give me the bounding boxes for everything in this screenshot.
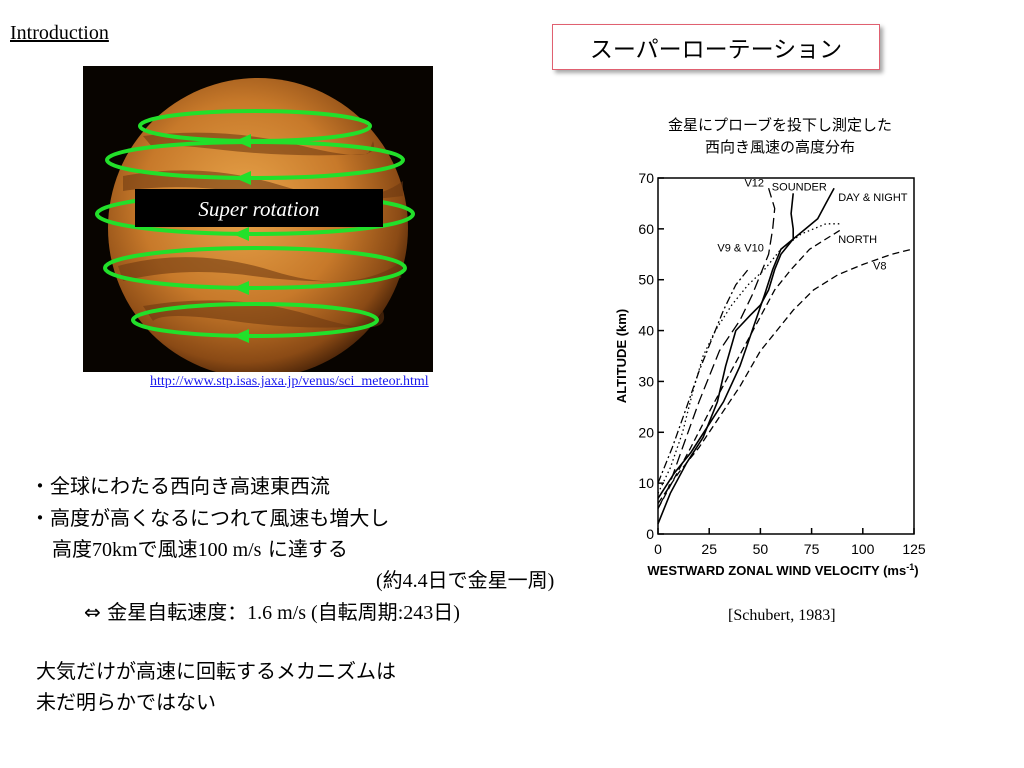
x-tick-label: 0 xyxy=(654,541,662,557)
wind-velocity-chart: 0 10 20 30 40 50 60 70 0 25 50 75 100 125 V12 SOUNDER… xyxy=(614,170,926,578)
y-axis-label: ALTITUDE (km) xyxy=(614,309,629,403)
text-span: に達する xyxy=(261,537,348,561)
slide-title: スーパーローテーション xyxy=(589,37,843,63)
y-tick-label: 30 xyxy=(638,373,654,389)
text-span: で風速 xyxy=(137,537,198,561)
y-axis: 0 10 20 30 40 50 60 70 xyxy=(638,170,664,542)
series-line-v8 xyxy=(657,248,913,504)
series-label: DAY & NIGHT xyxy=(838,192,908,204)
text-span: ：1.6 m/s ( xyxy=(227,602,318,624)
x-tick-label: 25 xyxy=(701,541,717,557)
venus-illustration: Super rotation xyxy=(95,78,415,372)
text-span: ⇔ 金星自転速度 xyxy=(84,600,228,624)
text-span: 100 m/s xyxy=(197,539,262,561)
text-span: 日で金星一周 xyxy=(427,568,548,592)
y-tick-label: 50 xyxy=(638,272,654,288)
text-span: :243 xyxy=(397,602,434,624)
bullet-global-flow: ・全球にわたる西向き高速東西流 xyxy=(30,474,330,498)
y-tick-label: 0 xyxy=(646,526,654,542)
series-line-day-night xyxy=(657,187,835,499)
series-label: SOUNDER xyxy=(772,182,827,194)
x-tick-label: 100 xyxy=(851,541,875,557)
text-span: 70km xyxy=(92,539,138,561)
venus-image: Super rotation xyxy=(83,66,433,372)
x-axis: 0 25 50 75 100 125 xyxy=(654,528,926,557)
bullet-orbit-days: (約4.4日で金星一周) xyxy=(376,564,554,593)
series-label: V12 xyxy=(744,178,764,190)
series-label: V8 xyxy=(873,261,886,273)
series-line-unlabeled xyxy=(657,269,749,484)
y-tick-label: 10 xyxy=(638,475,654,491)
series-label: V9 & V10 xyxy=(717,243,763,255)
x-axis-label-main: WESTWARD ZONAL WIND VELOCITY (ms xyxy=(647,563,906,578)
x-axis-label-end: ) xyxy=(914,563,918,578)
series-label: NORTH xyxy=(838,234,877,246)
y-tick-label: 40 xyxy=(638,323,654,339)
series-line-north xyxy=(657,228,843,509)
plot-frame xyxy=(657,177,915,535)
x-tick-label: 125 xyxy=(902,541,926,557)
series-line-v12 xyxy=(657,188,776,509)
chart-caption-line: 金星にプローブを投下し測定した xyxy=(667,116,893,134)
text-span: ) xyxy=(547,570,555,592)
text-span: ) xyxy=(453,602,460,624)
text-span: 日 xyxy=(433,600,454,624)
text-span: (約 xyxy=(376,570,403,592)
super-rotation-label: Super rotation xyxy=(198,197,319,221)
chart-caption: 金星にプローブを投下し測定した 西向き風速の高度分布 xyxy=(610,114,950,158)
y-tick-label: 70 xyxy=(638,170,654,186)
text-span: 高度 xyxy=(52,537,92,561)
bullet-wind-increase: ・高度が高くなるにつれて風速も増大し xyxy=(30,506,390,530)
citation: [Schubert, 1983] xyxy=(728,607,836,624)
y-tick-label: 20 xyxy=(638,424,654,440)
chart-caption-line: 西向き風速の高度分布 xyxy=(704,138,855,156)
conclusion-line-1: 大気だけが高速に回転するメカニズムは xyxy=(36,659,396,683)
x-axis-label: WESTWARD ZONAL WIND VELOCITY (ms-1) xyxy=(647,562,918,578)
x-tick-label: 75 xyxy=(804,541,820,557)
conclusion-line-2: 未だ明らかではない xyxy=(36,690,216,714)
slide-title-box: スーパーローテーション xyxy=(552,24,880,70)
bullet-altitude-speed: 高度70kmで風速100 m/s に達する xyxy=(52,533,348,562)
text-span: 4.4 xyxy=(402,570,428,592)
series-line-v9-v10 xyxy=(657,223,843,494)
section-heading: Introduction xyxy=(10,22,109,44)
x-axis-label-exponent: -1 xyxy=(906,562,914,572)
text-span: 自転周期 xyxy=(317,600,398,624)
y-tick-label: 60 xyxy=(638,221,654,237)
source-link[interactable]: http://www.stp.isas.jaxa.jp/venus/sci_me… xyxy=(150,374,429,389)
x-tick-label: 50 xyxy=(753,541,769,557)
series-group xyxy=(657,187,913,525)
series-labels: V12 SOUNDER DAY & NIGHT V9 & V10 NORTH V8 xyxy=(717,178,907,273)
bullet-rotation-speed: ⇔ 金星自転速度：1.6 m/s (自転周期:243日) xyxy=(84,596,460,625)
